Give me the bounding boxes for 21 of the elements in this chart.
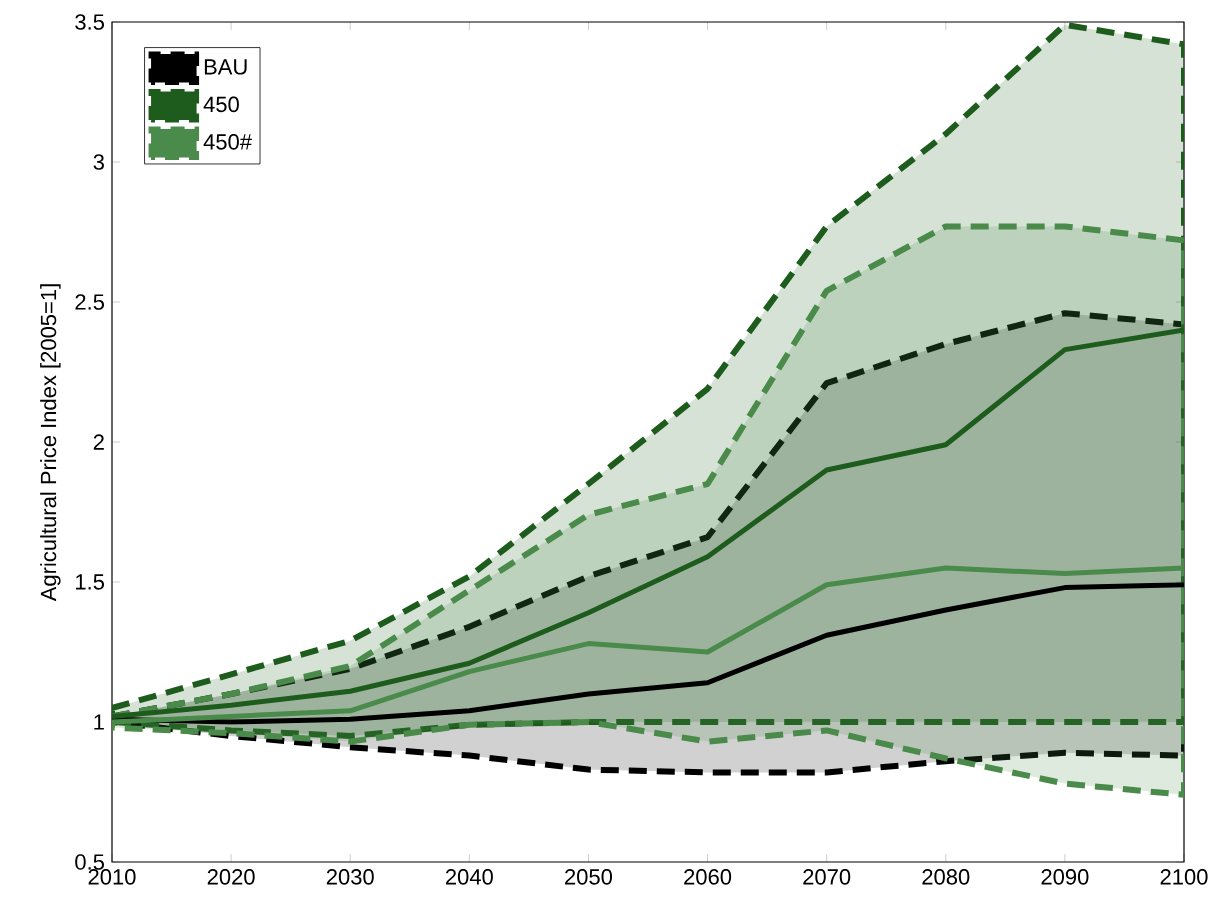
legend-label: BAU bbox=[204, 59, 247, 75]
y-tick-label: 1.5 bbox=[76, 574, 104, 590]
x-tick-label: 2040 bbox=[445, 869, 493, 885]
y-tick-label: 2 bbox=[93, 434, 104, 450]
y-tick-label: 3 bbox=[93, 154, 104, 170]
legend-label: 450# bbox=[203, 134, 252, 150]
x-tick-label: 2070 bbox=[803, 869, 851, 885]
x-tick-label: 2030 bbox=[326, 869, 374, 885]
x-tick-label: 2050 bbox=[565, 869, 613, 885]
y-tick-label: 1 bbox=[94, 714, 104, 730]
legend-label: 450 bbox=[203, 96, 239, 113]
y-tick-label: 2.5 bbox=[75, 294, 104, 310]
y-tick-label: 3.5 bbox=[75, 14, 104, 30]
y-axis-title: Agricultural Price Index [2005=1] bbox=[40, 284, 61, 602]
x-tick-label: 2020 bbox=[207, 869, 255, 885]
x-tick-label: 2100 bbox=[1160, 869, 1208, 885]
x-tick-label: 2090 bbox=[1041, 869, 1089, 885]
x-tick-label: 2010 bbox=[88, 869, 136, 885]
x-tick-label: 2060 bbox=[684, 869, 732, 885]
y-tick-label: 0.5 bbox=[75, 854, 104, 870]
x-tick-label: 2080 bbox=[922, 869, 970, 885]
